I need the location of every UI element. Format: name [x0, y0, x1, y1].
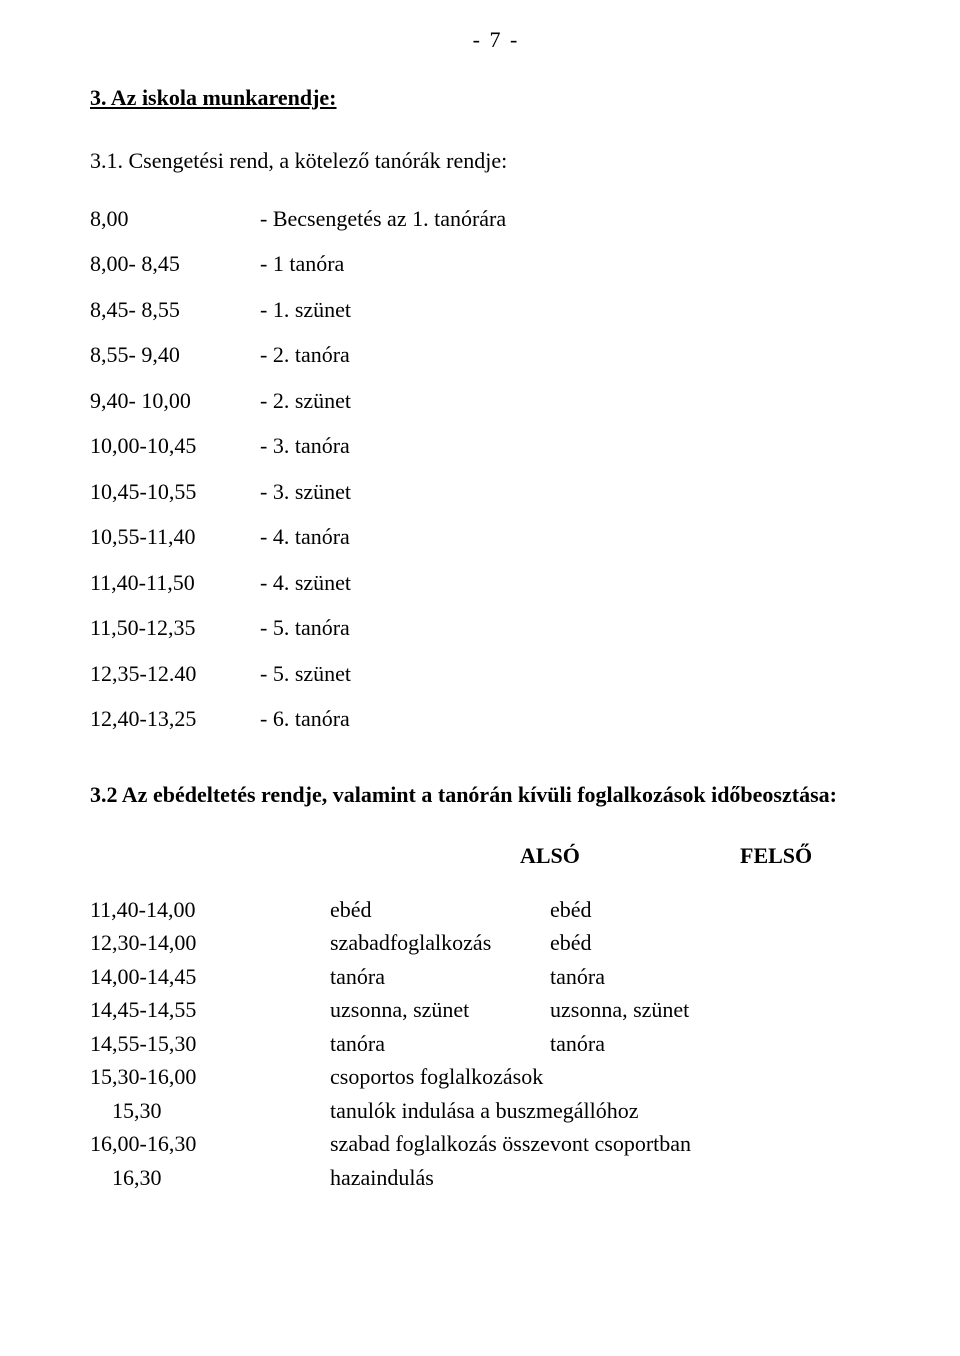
column-also: ALSÓ	[520, 842, 740, 870]
section-title: 3. Az iskola munkarendje:	[90, 84, 902, 112]
schedule-desc: - 5. szünet	[260, 660, 506, 706]
afternoon-felso-cell: ebéd	[550, 929, 902, 963]
afternoon-time: 11,40-14,00	[90, 896, 330, 930]
afternoon-row: 14,00-14,45tanóratanóra	[90, 963, 902, 997]
schedule-desc: - 1 tanóra	[260, 250, 506, 296]
page-number: - 7 -	[90, 26, 902, 54]
schedule-time: 8,00- 8,45	[90, 250, 260, 296]
schedule-row: 11,40-11,50- 4. szünet	[90, 569, 506, 615]
subsection-3-2: 3.2 Az ebédeltetés rendje, valamint a ta…	[90, 781, 902, 809]
afternoon-row: 11,40-14,00ebédebéd	[90, 896, 902, 930]
column-felso: FELSŐ	[740, 842, 902, 870]
afternoon-time: 14,00-14,45	[90, 963, 330, 997]
afternoon-row: 15,30-16,00csoportos foglalkozások	[90, 1063, 902, 1097]
schedule-desc: - 5. tanóra	[260, 614, 506, 660]
afternoon-also-cell: uzsonna, szünet	[330, 996, 550, 1030]
schedule-row: 8,45- 8,55- 1. szünet	[90, 296, 506, 342]
schedule-desc: - 4. szünet	[260, 569, 506, 615]
schedule-desc: - 2. szünet	[260, 387, 506, 433]
afternoon-merged-cell: szabad foglalkozás összevont csoportban	[330, 1130, 902, 1164]
afternoon-time: 14,55-15,30	[90, 1030, 330, 1064]
afternoon-row: 16,00-16,30szabad foglalkozás összevont …	[90, 1130, 902, 1164]
afternoon-felso-cell: tanóra	[550, 963, 902, 997]
schedule-row: 10,55-11,40- 4. tanóra	[90, 523, 506, 569]
afternoon-felso-cell: tanóra	[550, 1030, 902, 1064]
schedule-row: 12,35-12.40- 5. szünet	[90, 660, 506, 706]
schedule-row: 12,40-13,25- 6. tanóra	[90, 705, 506, 751]
afternoon-felso-cell: ebéd	[550, 896, 902, 930]
schedule-time: 11,50-12,35	[90, 614, 260, 660]
schedule-time: 10,55-11,40	[90, 523, 260, 569]
schedule-desc: - 3. tanóra	[260, 432, 506, 478]
afternoon-merged-cell: csoportos foglalkozások	[330, 1063, 902, 1097]
afternoon-also-cell: szabadfoglalkozás	[330, 929, 550, 963]
schedule-time: 10,00-10,45	[90, 432, 260, 478]
afternoon-row: 15,30tanulók indulása a buszmegállóhoz	[90, 1097, 902, 1131]
schedule-time: 8,55- 9,40	[90, 341, 260, 387]
afternoon-time: 14,45-14,55	[90, 996, 330, 1030]
afternoon-merged-cell: hazaindulás	[330, 1164, 902, 1198]
schedule-row: 10,00-10,45- 3. tanóra	[90, 432, 506, 478]
afternoon-time: 12,30-14,00	[90, 929, 330, 963]
afternoon-time: 16,30	[90, 1164, 330, 1198]
afternoon-time: 15,30-16,00	[90, 1063, 330, 1097]
schedule-time: 10,45-10,55	[90, 478, 260, 524]
schedule-row: 9,40- 10,00- 2. szünet	[90, 387, 506, 433]
schedule-desc: - 4. tanóra	[260, 523, 506, 569]
afternoon-header-row: ALSÓ FELSŐ	[90, 842, 902, 870]
schedule-time: 9,40- 10,00	[90, 387, 260, 433]
schedule-time: 11,40-11,50	[90, 569, 260, 615]
schedule-row: 8,00- Becsengetés az 1. tanórára	[90, 205, 506, 251]
schedule-time: 8,00	[90, 205, 260, 251]
schedule-desc: - 3. szünet	[260, 478, 506, 524]
afternoon-merged-cell: tanulók indulása a buszmegállóhoz	[330, 1097, 902, 1131]
afternoon-row: 16,30hazaindulás	[90, 1164, 902, 1198]
subsection-3-1: 3.1. Csengetési rend, a kötelező tanórák…	[90, 147, 902, 175]
afternoon-also-cell: tanóra	[330, 963, 550, 997]
afternoon-row: 14,55-15,30tanóratanóra	[90, 1030, 902, 1064]
afternoon-also-cell: ebéd	[330, 896, 550, 930]
afternoon-row: 14,45-14,55uzsonna, szünetuzsonna, szüne…	[90, 996, 902, 1030]
schedule-row: 11,50-12,35- 5. tanóra	[90, 614, 506, 660]
schedule-row: 8,00- 8,45- 1 tanóra	[90, 250, 506, 296]
schedule-row: 8,55- 9,40- 2. tanóra	[90, 341, 506, 387]
afternoon-felso-cell: uzsonna, szünet	[550, 996, 902, 1030]
schedule-row: 10,45-10,55- 3. szünet	[90, 478, 506, 524]
schedule-desc: - Becsengetés az 1. tanórára	[260, 205, 506, 251]
afternoon-time: 15,30	[90, 1097, 330, 1131]
lesson-schedule-table: 8,00- Becsengetés az 1. tanórára8,00- 8,…	[90, 205, 506, 751]
afternoon-also-cell: tanóra	[330, 1030, 550, 1064]
afternoon-time: 16,00-16,30	[90, 1130, 330, 1164]
afternoon-schedule-table: 11,40-14,00ebédebéd12,30-14,00szabadfogl…	[90, 896, 902, 1198]
schedule-desc: - 6. tanóra	[260, 705, 506, 751]
schedule-time: 12,40-13,25	[90, 705, 260, 751]
document-page: - 7 - 3. Az iskola munkarendje: 3.1. Cse…	[0, 0, 960, 1356]
schedule-desc: - 2. tanóra	[260, 341, 506, 387]
schedule-time: 8,45- 8,55	[90, 296, 260, 342]
schedule-desc: - 1. szünet	[260, 296, 506, 342]
schedule-time: 12,35-12.40	[90, 660, 260, 706]
afternoon-row: 12,30-14,00szabadfoglalkozásebéd	[90, 929, 902, 963]
